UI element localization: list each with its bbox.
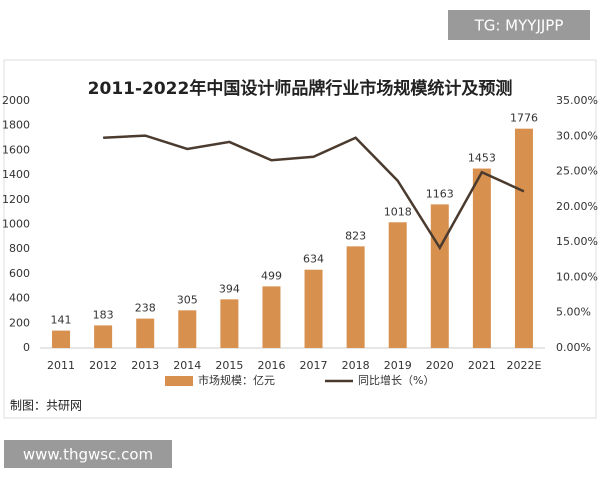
bar [472, 168, 491, 348]
y-tick-label: 0 [23, 341, 30, 354]
y2-tick-label: 30.00% [556, 129, 598, 142]
x-tick-label: 2019 [384, 359, 412, 372]
bar [94, 325, 113, 348]
y-tick-label: 1200 [2, 193, 30, 206]
value-label: 183 [93, 308, 114, 321]
tag: TG: MYYJJPP [474, 17, 564, 35]
value-label: 1776 [510, 112, 538, 125]
y2-tick-label: 35.00% [556, 94, 598, 107]
bar [514, 128, 533, 348]
value-label: 1163 [426, 187, 454, 200]
value-label: 141 [51, 314, 72, 327]
y-tick-label: 600 [9, 267, 30, 280]
x-tick-label: 2015 [215, 359, 243, 372]
x-tick-label: 2018 [342, 359, 370, 372]
x-tick-label: 2016 [257, 359, 285, 372]
footer: www.thgwsc.com [23, 446, 153, 464]
legend-swatch [165, 376, 193, 386]
y2-tick-label: 5.00% [556, 306, 591, 319]
legend-label: 市场规模：亿元 [198, 373, 275, 387]
value-label: 823 [345, 229, 366, 242]
tag-box [448, 10, 590, 40]
line [103, 134, 525, 251]
x-tick-label: 2011 [47, 359, 75, 372]
bar [388, 222, 407, 348]
y2-tick-label: 20.00% [556, 200, 598, 213]
value-label: 394 [219, 282, 240, 295]
bar [304, 269, 323, 348]
bar [52, 330, 71, 348]
y2-tick-label: 0.00% [556, 341, 591, 354]
y-tick-label: 2000 [2, 94, 30, 107]
footer-box [4, 440, 172, 468]
source: 制图：共研网 [10, 399, 82, 413]
y-tick-label: 1400 [2, 168, 30, 181]
x-tick-label: 2021 [468, 359, 496, 372]
y-tick-label: 1600 [2, 143, 30, 156]
y-tick-label: 1000 [2, 218, 30, 231]
chart-title: 2011-2022年中国设计师品牌行业市场规模统计及预测 [88, 78, 513, 99]
y-tick-label: 200 [9, 316, 30, 329]
y-tick-label: 1800 [2, 119, 30, 132]
bar [220, 299, 239, 348]
x-tick-label: 2012 [89, 359, 117, 372]
x-tick-label: 2014 [173, 359, 201, 372]
x-tick-label: 2017 [300, 359, 328, 372]
y2-tick-label: 15.00% [556, 235, 598, 248]
bar [262, 286, 281, 348]
bar [178, 310, 197, 348]
value-label: 1018 [384, 205, 412, 218]
bar [136, 318, 155, 348]
bar [346, 246, 365, 348]
value-label: 499 [261, 269, 282, 282]
x-tick-label: 2022E [506, 359, 541, 372]
value-label: 1453 [468, 152, 496, 165]
value-label: 238 [135, 302, 156, 315]
x-tick-label: 2020 [426, 359, 454, 372]
y2-tick-label: 10.00% [556, 270, 598, 283]
y2-tick-label: 25.00% [556, 165, 598, 178]
value-label: 305 [177, 293, 198, 306]
y-tick-label: 800 [9, 242, 30, 255]
value-label: 634 [303, 253, 324, 266]
chart-frame [3, 59, 597, 419]
x-tick-label: 2013 [131, 359, 159, 372]
y-tick-label: 400 [9, 292, 30, 305]
bar [430, 204, 449, 348]
legend-label: 同比增长（%） [358, 373, 434, 387]
